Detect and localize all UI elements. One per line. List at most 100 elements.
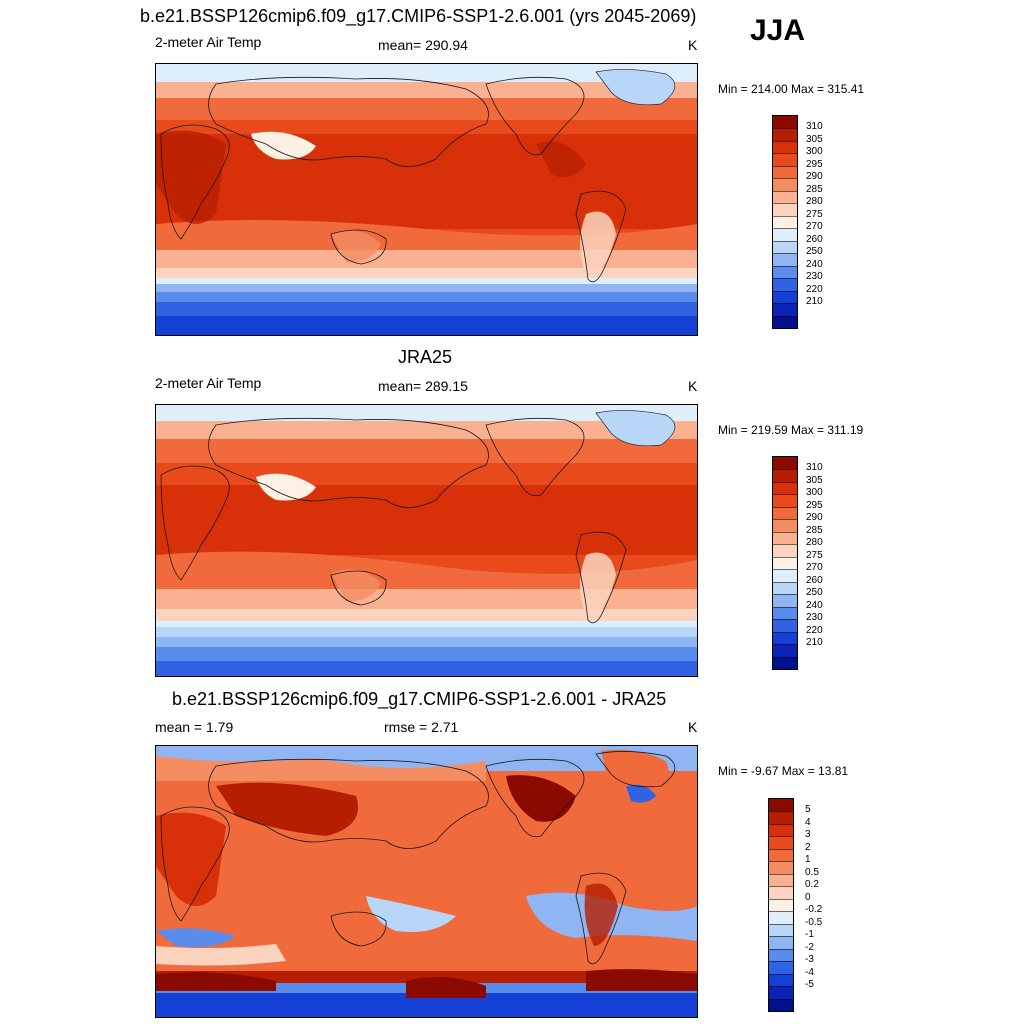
- colorbar-tick-label: -3: [805, 954, 814, 966]
- colorbar-swatch: [769, 961, 793, 974]
- panel3-colorbar: [768, 798, 794, 1012]
- colorbar-tick-label: 300: [806, 146, 823, 158]
- panel2-map: [155, 404, 698, 677]
- panel2-minmax: Min = 219.59 Max = 311.19: [718, 423, 864, 437]
- colorbar-swatch: [773, 457, 797, 470]
- panel3-rmse-label: rmse = 2.71: [384, 719, 459, 735]
- colorbar-tick-label: 270: [806, 562, 823, 574]
- colorbar-tick-label: 240: [806, 599, 823, 611]
- colorbar-swatch: [773, 469, 797, 482]
- panel2-left-label: 2-meter Air Temp: [155, 375, 262, 391]
- colorbar-tick-label: 305: [806, 474, 823, 486]
- panel3-difference-field: [156, 746, 697, 1017]
- colorbar-swatch: [773, 278, 797, 291]
- colorbar-tick-label: 0.5: [805, 866, 819, 878]
- colorbar-tick-label: 260: [806, 574, 823, 586]
- colorbar-tick-label: 275: [806, 549, 823, 561]
- colorbar-tick-label: 0: [805, 891, 811, 903]
- colorbar-swatch: [769, 973, 793, 987]
- colorbar-swatch: [773, 228, 797, 241]
- colorbar-tick-label: 290: [806, 512, 823, 524]
- colorbar-swatch: [769, 823, 793, 837]
- panel2-colorbar: [772, 456, 798, 670]
- colorbar-swatch: [773, 190, 797, 204]
- colorbar-tick-label: 305: [806, 133, 823, 145]
- colorbar-swatch: [773, 481, 797, 495]
- colorbar-tick-label: -0.5: [805, 916, 823, 928]
- colorbar-tick-label: 4: [805, 816, 811, 828]
- panel1-title: b.e21.BSSP126cmip6.f09_g17.CMIP6-SSP1-2.…: [140, 6, 697, 26]
- panel2-units: K: [688, 378, 698, 394]
- colorbar-tick-label: 240: [806, 258, 823, 270]
- colorbar-tick-label: -5: [805, 979, 814, 991]
- colorbar-swatch: [773, 265, 797, 279]
- colorbar-tick-label: 220: [806, 283, 823, 295]
- colorbar-tick-label: 3: [805, 829, 811, 841]
- panel2-temperature-field: [156, 405, 697, 676]
- colorbar-swatch: [769, 886, 793, 899]
- colorbar-swatch: [769, 898, 793, 912]
- colorbar-swatch: [773, 631, 797, 645]
- colorbar-swatch: [773, 544, 797, 557]
- colorbar-swatch: [773, 116, 797, 129]
- colorbar-tick-label: 5: [805, 804, 811, 816]
- colorbar-tick-label: 210: [806, 637, 823, 649]
- panel2-title: JRA25: [398, 347, 453, 367]
- colorbar-tick-label: 275: [806, 208, 823, 220]
- colorbar-swatch: [769, 986, 793, 999]
- colorbar-swatch: [773, 165, 797, 179]
- panel3-title: b.e21.BSSP126cmip6.f09_g17.CMIP6-SSP1-2.…: [172, 689, 667, 709]
- colorbar-tick-label: 295: [806, 158, 823, 170]
- colorbar-swatch: [773, 494, 797, 507]
- panel1-colorbar: [772, 115, 798, 329]
- colorbar-swatch: [773, 240, 797, 254]
- colorbar-swatch: [769, 923, 793, 937]
- colorbar-swatch: [773, 506, 797, 520]
- colorbar-swatch: [773, 606, 797, 620]
- colorbar-tick-label: -2: [805, 941, 814, 953]
- colorbar-tick-label: 2: [805, 841, 811, 853]
- colorbar-swatch: [769, 799, 793, 812]
- colorbar-swatch: [773, 594, 797, 607]
- colorbar-tick-label: 280: [806, 196, 823, 208]
- colorbar-tick-label: 250: [806, 587, 823, 599]
- colorbar-tick-label: 260: [806, 233, 823, 245]
- panel1-mean-label: mean= 290.94: [378, 37, 468, 53]
- colorbar-tick-label: 310: [806, 121, 823, 133]
- panel1-left-label: 2-meter Air Temp: [155, 34, 262, 50]
- panel3-mean-label: mean = 1.79: [155, 719, 234, 735]
- colorbar-swatch: [769, 861, 793, 874]
- colorbar-tick-label: -4: [805, 966, 814, 978]
- colorbar-swatch: [773, 644, 797, 657]
- colorbar-swatch: [773, 140, 797, 154]
- season-label: JJA: [750, 14, 806, 47]
- colorbar-swatch: [769, 873, 793, 887]
- colorbar-swatch: [773, 178, 797, 191]
- colorbar-tick-label: 210: [806, 296, 823, 308]
- colorbar-swatch: [773, 303, 797, 316]
- colorbar-tick-label: 290: [806, 171, 823, 183]
- colorbar-tick-label: 230: [806, 612, 823, 624]
- colorbar-swatch: [773, 556, 797, 570]
- colorbar-tick-label: 300: [806, 487, 823, 499]
- colorbar-swatch: [773, 619, 797, 632]
- colorbar-swatch: [769, 936, 793, 949]
- panel3-map: [155, 745, 698, 1018]
- colorbar-swatch: [773, 315, 797, 328]
- panel3-units: K: [688, 719, 698, 735]
- panel1-temperature-field: [156, 64, 697, 335]
- colorbar-tick-label: 220: [806, 624, 823, 636]
- colorbar-swatch: [773, 531, 797, 545]
- colorbar-tick-label: 295: [806, 499, 823, 511]
- colorbar-swatch: [773, 519, 797, 532]
- panel1-minmax: Min = 214.00 Max = 315.41: [718, 82, 865, 96]
- colorbar-tick-label: 230: [806, 271, 823, 283]
- colorbar-swatch: [773, 581, 797, 595]
- colorbar-tick-label: 285: [806, 524, 823, 536]
- colorbar-swatch: [769, 811, 793, 824]
- colorbar-tick-label: 1: [805, 854, 811, 866]
- colorbar-swatch: [773, 203, 797, 216]
- colorbar-tick-label: 0.2: [805, 879, 819, 891]
- panel3-minmax: Min = -9.67 Max = 13.81: [718, 764, 849, 778]
- colorbar-swatch: [773, 290, 797, 304]
